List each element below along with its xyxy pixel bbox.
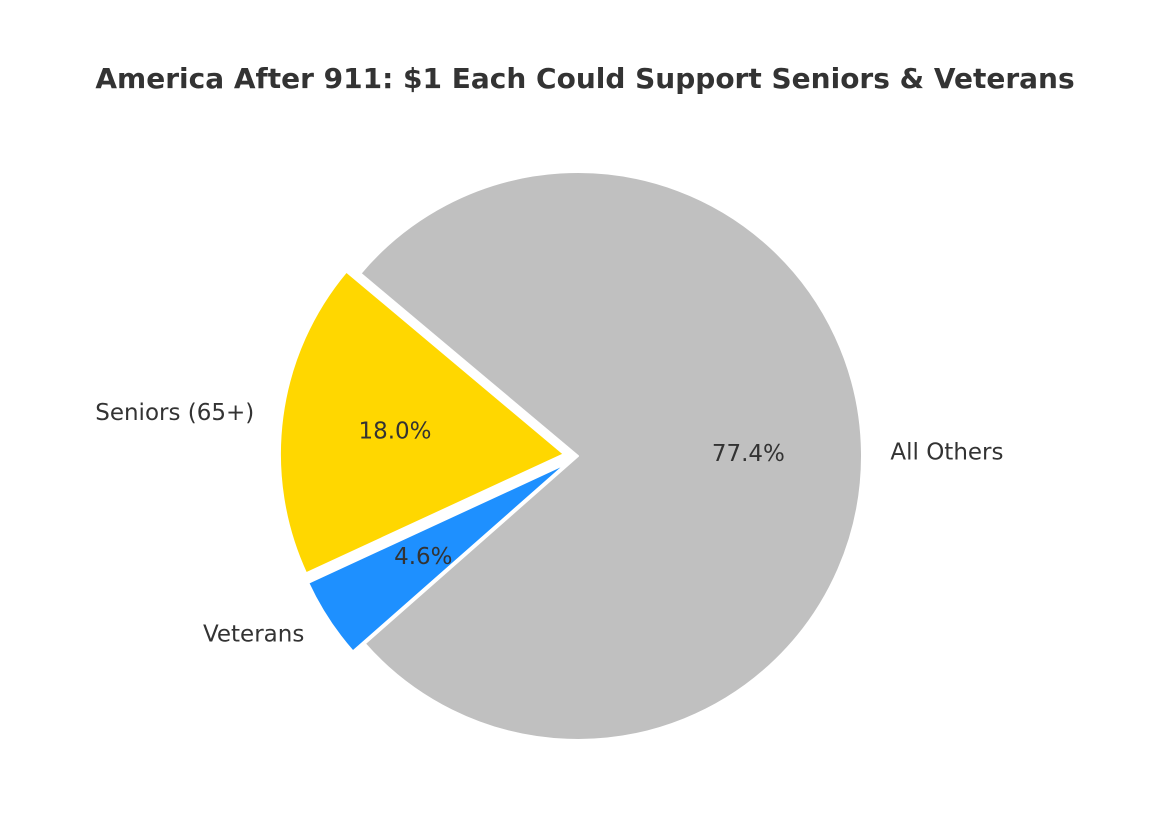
pie-labels: 18.0% Seniors (65+) 4.6% Veterans 77.4% All O… (95, 400, 1003, 647)
pie-pct-label-all-others: 77.4% (712, 441, 785, 467)
pie-slice-veterans (307, 462, 568, 653)
pie-slice-all-others (359, 171, 863, 741)
pie-slice-seniors-65 (278, 270, 565, 575)
pie-category-label-all-others: All Others (890, 439, 1003, 465)
pie-category-label-veterans: Veterans (203, 621, 304, 647)
pie-slices (278, 171, 863, 741)
pie-pct-label-seniors-65: 18.0% (358, 419, 431, 445)
pie-category-label-seniors-65: Seniors (65+) (95, 400, 254, 426)
pie-pct-label-veterans: 4.6% (394, 544, 452, 570)
chart-title: America After 911: $1 Each Could Support… (95, 62, 1074, 95)
